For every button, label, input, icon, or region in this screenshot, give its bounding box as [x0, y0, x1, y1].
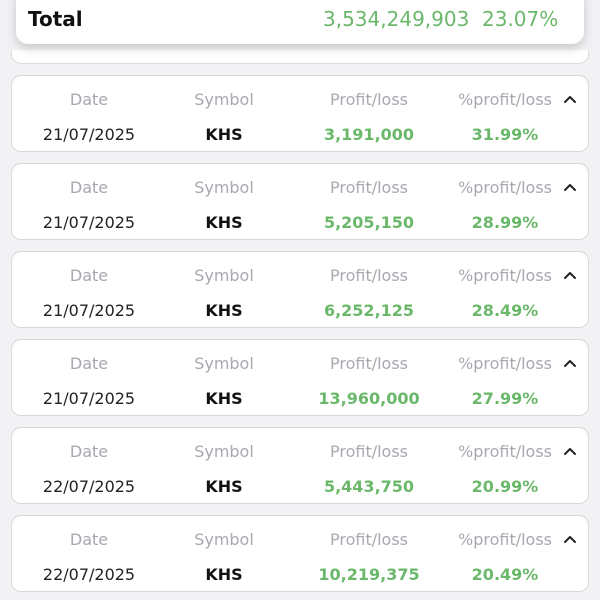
percent-header: %profit/loss — [457, 266, 553, 285]
trade-percent: 28.99% — [471, 213, 539, 232]
trade-symbol: KHS — [205, 565, 243, 584]
trade-percent: 27.99% — [471, 389, 539, 408]
trade-date: 22/07/2025 — [42, 565, 136, 584]
date-header: Date — [69, 530, 109, 549]
percent-header: %profit/loss — [457, 178, 553, 197]
date-header: Date — [69, 442, 109, 461]
trade-symbol: KHS — [205, 301, 243, 320]
percent-header: %profit/loss — [457, 90, 553, 109]
date-header: Date — [69, 178, 109, 197]
chevron-up-icon[interactable] — [563, 182, 577, 192]
symbol-header: Symbol — [194, 266, 254, 285]
trade-percent: 20.49% — [471, 565, 539, 584]
symbol-header: Symbol — [194, 90, 254, 109]
card-edge — [11, 50, 589, 64]
chevron-up-icon[interactable] — [563, 534, 577, 544]
trade-card[interactable]: Date Symbol Profit/loss %profit/loss 22/07/2… — [11, 427, 589, 504]
trade-date: 21/07/2025 — [42, 213, 136, 232]
trade-date: 22/07/2025 — [42, 477, 136, 496]
profit-loss-header: Profit/loss — [329, 266, 409, 285]
trade-symbol: KHS — [205, 389, 243, 408]
trade-symbol: KHS — [205, 477, 243, 496]
trade-date: 21/07/2025 — [42, 389, 136, 408]
trade-percent: 28.49% — [471, 301, 539, 320]
trade-date: 21/07/2025 — [42, 125, 136, 144]
trade-card[interactable]: Date Symbol Profit/loss %profit/loss 22/07/2… — [11, 515, 589, 592]
profit-loss-header: Profit/loss — [329, 442, 409, 461]
total-profit-loss: 3,534,249,903 — [323, 7, 470, 31]
symbol-header: Symbol — [194, 530, 254, 549]
trade-date: 21/07/2025 — [42, 301, 136, 320]
trade-card[interactable]: Date Symbol Profit/loss %profit/loss 21/07/2… — [11, 339, 589, 416]
date-header: Date — [69, 90, 109, 109]
chevron-up-icon[interactable] — [563, 358, 577, 368]
trade-card[interactable]: Date Symbol Profit/loss %profit/loss 21/07/2… — [11, 251, 589, 328]
symbol-header: Symbol — [194, 178, 254, 197]
trade-profit-loss: 5,205,150 — [323, 213, 415, 232]
trade-card[interactable]: Date Symbol Profit/loss %profit/loss 21/07/2… — [11, 163, 589, 240]
trade-profit-loss: 10,219,375 — [318, 565, 420, 584]
chevron-up-icon[interactable] — [563, 446, 577, 456]
date-header: Date — [69, 266, 109, 285]
trade-profit-loss: 5,443,750 — [323, 477, 415, 496]
trade-percent: 20.99% — [471, 477, 539, 496]
trade-symbol: KHS — [205, 213, 243, 232]
profit-loss-header: Profit/loss — [329, 178, 409, 197]
symbol-header: Symbol — [194, 354, 254, 373]
trade-percent: 31.99% — [471, 125, 539, 144]
percent-header: %profit/loss — [457, 530, 553, 549]
chevron-up-icon[interactable] — [563, 94, 577, 104]
percent-header: %profit/loss — [457, 354, 553, 373]
profit-loss-header: Profit/loss — [329, 90, 409, 109]
trade-profit-loss: 13,960,000 — [318, 389, 420, 408]
trade-profit-loss: 6,252,125 — [323, 301, 415, 320]
profit-loss-header: Profit/loss — [329, 530, 409, 549]
total-label: Total — [28, 7, 83, 31]
chevron-up-icon[interactable] — [563, 270, 577, 280]
trade-symbol: KHS — [205, 125, 243, 144]
profit-loss-header: Profit/loss — [329, 354, 409, 373]
trade-card[interactable]: Date Symbol Profit/loss %profit/loss 21/07/2… — [11, 75, 589, 152]
trade-profit-loss: 3,191,000 — [323, 125, 415, 144]
percent-header: %profit/loss — [457, 442, 553, 461]
total-summary-card: Total 3,534,249,903 23.07% — [16, 0, 584, 44]
total-percent: 23.07% — [482, 7, 559, 31]
date-header: Date — [69, 354, 109, 373]
symbol-header: Symbol — [194, 442, 254, 461]
